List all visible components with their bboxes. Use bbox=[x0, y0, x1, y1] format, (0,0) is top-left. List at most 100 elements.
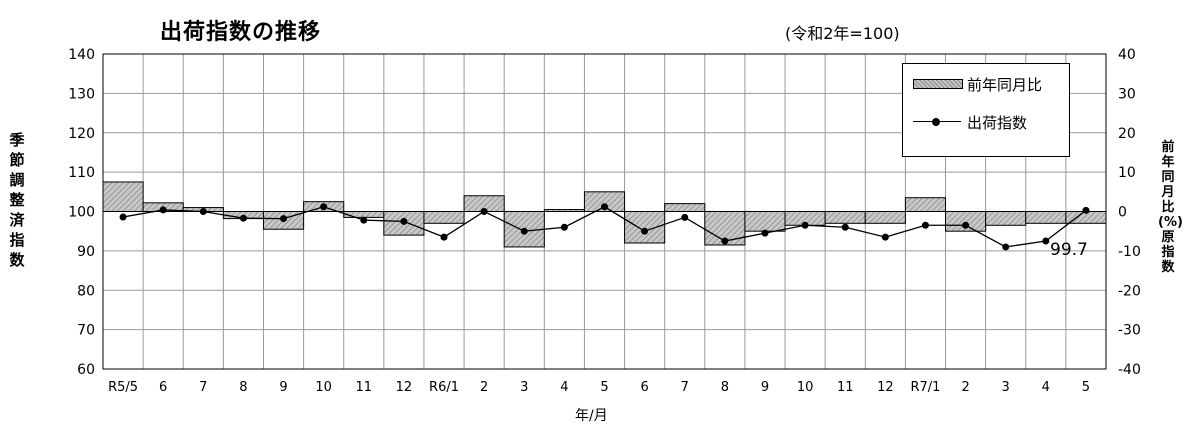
left-tick-label: 140 bbox=[68, 47, 95, 63]
bar-yoy-change bbox=[583, 191, 626, 212]
bar-yoy-change bbox=[864, 211, 906, 224]
right-tick-label: 30 bbox=[1118, 86, 1136, 102]
x-tick-label: R7/1 bbox=[910, 380, 940, 395]
left-tick-label: 130 bbox=[68, 86, 95, 102]
bar-yoy-change bbox=[985, 211, 1027, 226]
x-tick-label: 12 bbox=[396, 380, 413, 395]
left-tick-label: 120 bbox=[68, 126, 95, 142]
right-axis-label: 前年同月比(%)原指数 bbox=[1158, 140, 1183, 275]
x-tick-label: 9 bbox=[279, 380, 287, 395]
right-tick-label: 0 bbox=[1118, 205, 1127, 221]
bar-yoy-change bbox=[343, 211, 385, 218]
point-shipment-index bbox=[440, 233, 448, 241]
legend-line-label: 出荷指数 bbox=[967, 113, 1028, 132]
axes: 60 70 80 90 100 110 120 130 140 -40 -30 -20 -10 0 10 20… bbox=[68, 47, 1141, 395]
x-tick-label: 11 bbox=[356, 380, 373, 395]
right-tick-label: -30 bbox=[1118, 323, 1141, 339]
point-shipment-index bbox=[159, 206, 167, 214]
point-shipment-index bbox=[962, 221, 970, 229]
left-tick-label: 110 bbox=[68, 165, 95, 181]
left-tick-label: 70 bbox=[77, 323, 95, 339]
x-tick-label: 5 bbox=[1082, 380, 1090, 395]
point-shipment-index bbox=[1042, 237, 1050, 245]
right-tick-label: -10 bbox=[1118, 244, 1141, 260]
left-tick-label: 60 bbox=[77, 362, 95, 378]
x-tick-label: 10 bbox=[797, 380, 814, 395]
x-axis-label: 年/月 bbox=[575, 408, 608, 424]
left-tick-label: 100 bbox=[68, 205, 95, 221]
point-shipment-index bbox=[761, 229, 769, 237]
bar-yoy-change bbox=[744, 211, 786, 232]
x-tick-label: 7 bbox=[199, 380, 207, 395]
x-tick-label: 9 bbox=[761, 380, 769, 395]
point-shipment-index bbox=[400, 217, 408, 225]
bar-yoy-change bbox=[904, 197, 947, 212]
x-tick-label: R6/1 bbox=[429, 380, 459, 395]
x-tick-label: 6 bbox=[640, 380, 648, 395]
point-shipment-index bbox=[881, 233, 889, 241]
point-shipment-index bbox=[280, 215, 288, 223]
bar-yoy-change bbox=[423, 211, 465, 224]
legend-item-line: 出荷指数 bbox=[913, 112, 1027, 132]
bar-yoy-change bbox=[102, 181, 144, 212]
x-tick-label: 3 bbox=[1002, 380, 1010, 395]
legend-line-marker bbox=[913, 116, 961, 128]
point-shipment-index bbox=[641, 227, 649, 235]
right-tick-label: 40 bbox=[1118, 47, 1136, 63]
x-tick-label: 3 bbox=[520, 380, 528, 395]
line-series bbox=[119, 203, 1090, 251]
point-shipment-index bbox=[801, 221, 809, 229]
right-tick-label: -40 bbox=[1118, 362, 1141, 378]
point-shipment-index bbox=[520, 227, 528, 235]
point-shipment-index bbox=[721, 237, 729, 245]
right-tick-label: 10 bbox=[1118, 165, 1136, 181]
last-value-label: 99.7 bbox=[1050, 240, 1088, 260]
bar-yoy-change bbox=[664, 203, 706, 212]
plot-border bbox=[102, 53, 1107, 370]
x-tick-label: 12 bbox=[877, 380, 894, 395]
left-tick-label: 80 bbox=[77, 283, 95, 299]
legend: 前年同月比 出荷指数 bbox=[902, 63, 1070, 157]
point-shipment-index bbox=[601, 203, 608, 211]
point-shipment-index bbox=[320, 203, 328, 211]
right-tick-label: 20 bbox=[1118, 126, 1136, 142]
x-tick-label: 4 bbox=[560, 380, 568, 395]
x-tick-label: 2 bbox=[961, 380, 969, 395]
left-tick-label: 90 bbox=[77, 244, 95, 260]
x-tick-label: 4 bbox=[1042, 380, 1050, 395]
point-shipment-index bbox=[681, 213, 689, 221]
x-tick-label: 11 bbox=[837, 380, 854, 395]
legend-item-bar: 前年同月比 bbox=[913, 74, 1042, 94]
bar-yoy-change bbox=[543, 209, 585, 212]
bar-series bbox=[102, 181, 1107, 248]
point-shipment-index bbox=[199, 208, 207, 215]
right-tick-label: -20 bbox=[1118, 283, 1141, 299]
x-tick-label: 10 bbox=[315, 380, 332, 395]
bar-yoy-change bbox=[1025, 211, 1067, 224]
left-axis-label: 季節調整済指数 bbox=[9, 131, 25, 269]
x-tick-label: 6 bbox=[159, 380, 167, 395]
point-shipment-index bbox=[480, 208, 488, 215]
legend-bar-swatch bbox=[913, 79, 963, 89]
legend-bar-label: 前年同月比 bbox=[967, 75, 1043, 94]
bar-yoy-change bbox=[824, 211, 866, 224]
x-tick-label: 8 bbox=[721, 380, 729, 395]
point-shipment-index bbox=[841, 223, 849, 231]
point-shipment-index bbox=[921, 221, 929, 229]
base-year-note: (令和2年=100) bbox=[785, 24, 900, 43]
x-tick-label: 8 bbox=[239, 380, 247, 395]
point-shipment-index bbox=[1082, 206, 1090, 214]
x-tick-label: 7 bbox=[681, 380, 689, 395]
point-shipment-index bbox=[560, 223, 568, 231]
bar-yoy-change bbox=[503, 211, 545, 248]
x-tick-label: R5/5 bbox=[108, 380, 138, 395]
x-tick-label: 5 bbox=[600, 380, 608, 395]
bar-yoy-change bbox=[624, 211, 666, 244]
x-tick-label: 2 bbox=[480, 380, 488, 395]
point-shipment-index bbox=[360, 216, 368, 224]
point-shipment-index bbox=[119, 213, 127, 221]
point-shipment-index bbox=[1002, 243, 1010, 251]
point-shipment-index bbox=[239, 214, 247, 222]
chart-title: 出荷指数の推移 bbox=[160, 20, 322, 45]
